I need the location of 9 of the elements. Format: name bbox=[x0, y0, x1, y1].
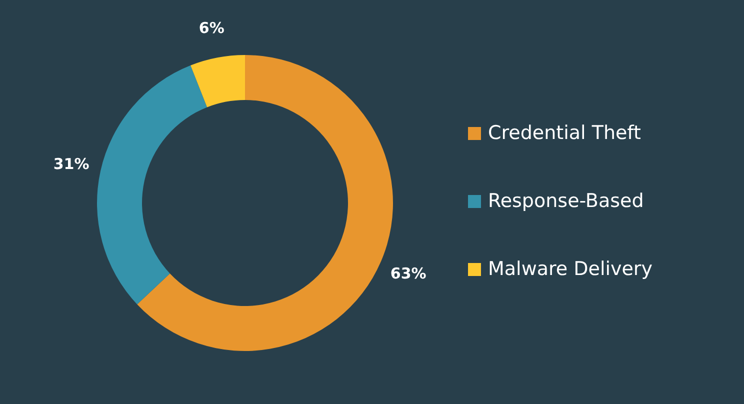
donut-slice bbox=[137, 55, 393, 351]
legend-label: Response-Based bbox=[488, 190, 644, 212]
donut-slice bbox=[97, 65, 208, 304]
donut-slice bbox=[190, 55, 245, 108]
data-label: 31% bbox=[53, 155, 90, 174]
legend-label: Malware Delivery bbox=[488, 258, 652, 280]
legend-label: Credential Theft bbox=[488, 122, 641, 144]
data-label: 63% bbox=[390, 264, 426, 283]
data-label: 6% bbox=[198, 19, 224, 38]
